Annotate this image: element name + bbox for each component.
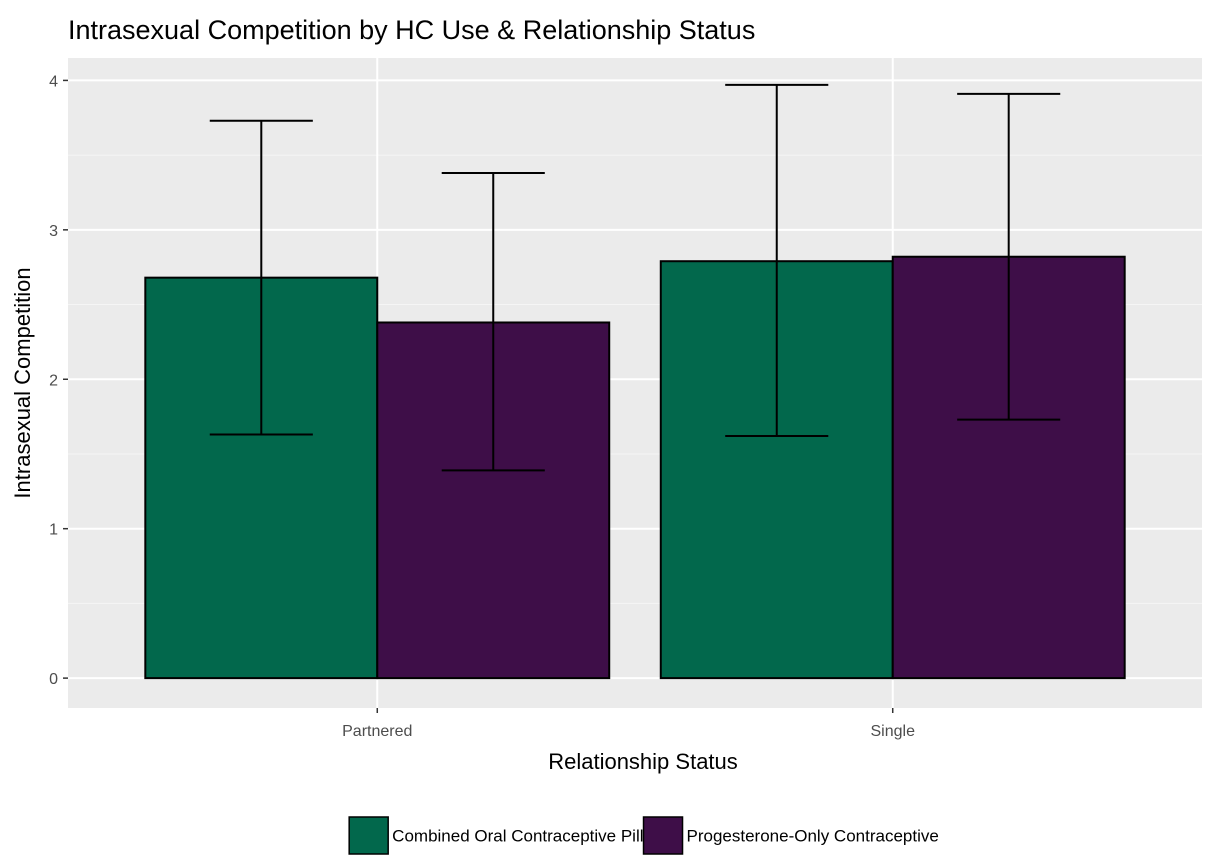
error-bar [441, 172, 545, 472]
x-tick-label: Partnered [342, 723, 412, 740]
legend-label: Combined Oral Contraceptive Pill [392, 827, 643, 846]
y-axis-title: Intrasexual Competition [10, 267, 35, 498]
y-axis-ticks: 0 1 2 3 4 [49, 73, 68, 688]
legend: Combined Oral Contraceptive Pill Progeste… [348, 816, 939, 855]
y-tick-label: 3 [49, 223, 58, 240]
y-tick-label: 1 [49, 522, 58, 539]
legend-key [642, 816, 684, 855]
x-axis-ticks: Partnered Single [342, 708, 915, 740]
error-bar [725, 83, 829, 438]
x-tick-label: Single [870, 723, 915, 740]
chart-title: Intrasexual Competition by HC Use & Rela… [68, 15, 755, 45]
legend-item: Combined Oral Contraceptive Pill [348, 816, 644, 855]
y-tick-label: 2 [49, 372, 58, 389]
legend-label: Progesterone-Only Contraceptive [687, 827, 939, 846]
y-tick-label: 4 [49, 73, 58, 90]
error-bar [209, 119, 313, 436]
legend-item: Progesterone-Only Contraceptive [642, 816, 939, 855]
legend-key [348, 816, 389, 855]
error-bar [957, 92, 1061, 421]
y-tick-label: 0 [49, 671, 58, 688]
x-axis-title: Relationship Status [548, 749, 738, 774]
bars [144, 255, 1126, 680]
error-bars [209, 83, 1061, 472]
